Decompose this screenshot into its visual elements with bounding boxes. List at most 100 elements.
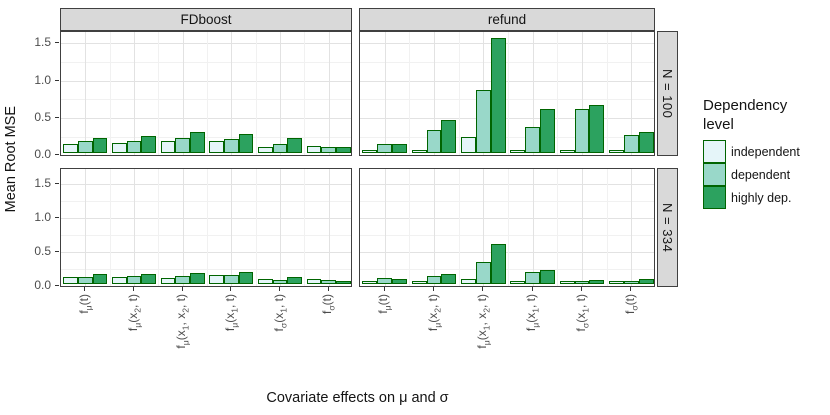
major-gridline <box>85 32 87 155</box>
bar <box>78 141 93 154</box>
y-tick-label: 0.0 <box>34 278 51 292</box>
major-gridline <box>280 169 281 286</box>
major-gridline <box>231 169 233 286</box>
major-gridline <box>360 217 654 219</box>
x-tick-mark <box>531 287 533 291</box>
minor-gridline <box>458 32 460 155</box>
major-gridline <box>483 169 485 286</box>
bar <box>589 104 605 154</box>
x-tick-label: fμ(x2, t) <box>425 294 442 332</box>
y-tick-label: 0.5 <box>34 243 51 258</box>
bar <box>392 144 407 154</box>
x-tick-mark <box>84 287 86 291</box>
minor-gridline <box>61 234 351 236</box>
bar <box>490 244 506 284</box>
x-tick-label: fσ(t) <box>320 294 337 314</box>
bar <box>362 149 378 154</box>
minor-gridline <box>360 200 654 202</box>
facet-panel-fdboost-n334 <box>60 168 352 287</box>
major-gridline <box>434 32 435 155</box>
bar <box>321 279 336 284</box>
bar <box>306 278 322 284</box>
major-gridline <box>182 32 184 155</box>
minor-gridline <box>61 268 351 270</box>
bar <box>525 127 541 154</box>
bar <box>258 279 273 284</box>
y-axis-title: Mean Root MSE <box>3 105 19 213</box>
x-tick-label: fμ(x1, t) <box>222 294 240 332</box>
x-tick-mark <box>230 287 232 291</box>
bar <box>287 138 302 154</box>
major-gridline <box>631 32 633 155</box>
bar <box>411 281 427 284</box>
minor-gridline <box>61 200 351 202</box>
x-tick-label: fμ(x1, x2, t) <box>474 294 492 349</box>
legend-entry-label: dependent <box>731 167 791 182</box>
y-tick-mark <box>55 154 59 156</box>
y-tick-label: 0.5 <box>34 110 51 124</box>
bar <box>559 281 575 284</box>
bar <box>160 140 176 154</box>
major-gridline <box>532 169 534 286</box>
facet-panel-fdboost-n100 <box>60 31 352 156</box>
x-tick-label: fσ(x1, t) <box>573 294 590 332</box>
bar <box>63 144 79 154</box>
legend-key: dependent <box>703 163 828 186</box>
major-gridline <box>360 155 654 156</box>
bar <box>574 280 590 284</box>
bar <box>490 37 506 154</box>
y-tick-label: 0.0 <box>34 147 51 162</box>
minor-gridline <box>207 32 208 155</box>
minor-gridline <box>557 169 559 286</box>
bar <box>623 281 639 284</box>
minor-gridline <box>61 99 351 101</box>
bar <box>377 143 393 154</box>
bar <box>126 275 142 284</box>
bar <box>623 135 639 154</box>
major-gridline <box>61 43 351 45</box>
facet-strip-n334: N = 334 <box>657 168 678 287</box>
bar <box>441 274 457 284</box>
y-tick-mark <box>55 216 59 218</box>
bar <box>287 277 302 284</box>
x-tick-mark <box>482 287 484 291</box>
major-gridline <box>134 32 135 155</box>
bar <box>638 132 654 154</box>
bar <box>306 145 322 154</box>
bar <box>272 144 288 154</box>
minor-gridline <box>458 169 460 286</box>
bar <box>441 119 457 154</box>
major-gridline <box>61 251 351 253</box>
minor-gridline <box>109 32 111 155</box>
major-gridline <box>61 118 351 119</box>
minor-gridline <box>409 169 411 286</box>
x-tick-label: fμ(t) <box>76 294 94 314</box>
major-gridline <box>532 32 534 155</box>
bar <box>426 130 442 154</box>
bar <box>426 275 442 284</box>
bar <box>461 279 476 284</box>
minor-gridline <box>109 169 111 286</box>
bar <box>63 277 79 284</box>
x-tick-mark <box>383 287 385 291</box>
minor-gridline <box>304 169 306 286</box>
bar <box>175 137 190 154</box>
bar <box>461 136 476 154</box>
y-tick-label: 1.0 <box>34 209 51 224</box>
minor-gridline <box>61 62 351 64</box>
minor-gridline <box>61 136 351 138</box>
bar <box>160 277 176 284</box>
major-gridline <box>61 183 351 185</box>
y-tick-label: 1.0 <box>34 72 51 87</box>
bar <box>321 146 336 154</box>
y-tick-mark <box>55 182 59 184</box>
minor-gridline <box>360 136 654 138</box>
bar <box>189 132 205 154</box>
bar <box>335 147 351 154</box>
major-gridline <box>231 32 233 155</box>
bar <box>92 274 108 284</box>
major-gridline <box>61 155 351 156</box>
minor-gridline <box>606 169 608 286</box>
major-gridline <box>61 286 351 287</box>
facet-strip-label: refund <box>487 12 527 27</box>
